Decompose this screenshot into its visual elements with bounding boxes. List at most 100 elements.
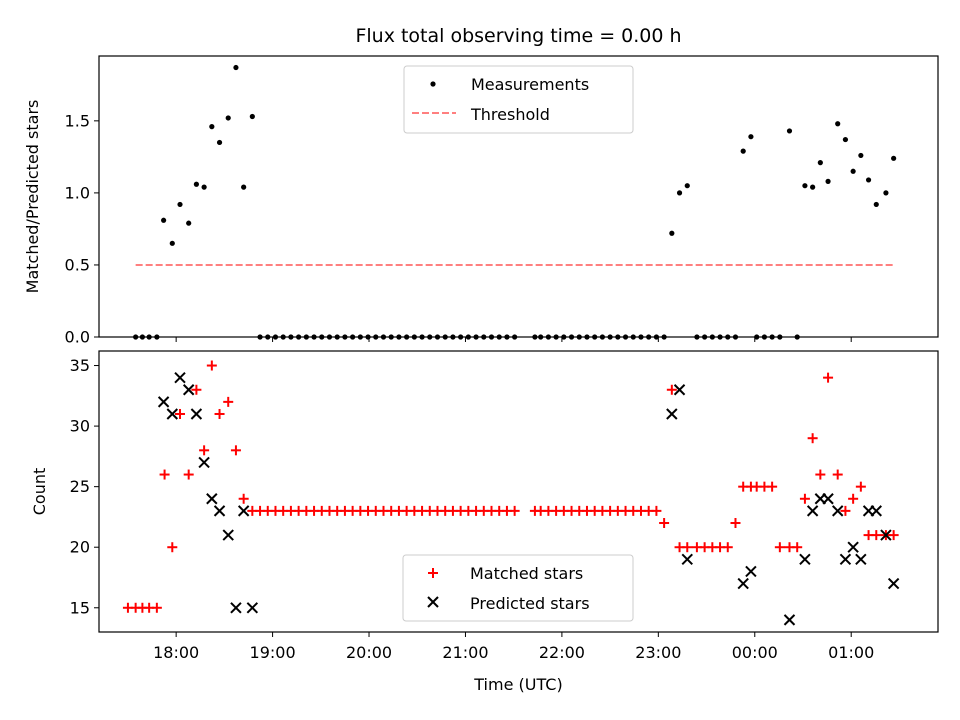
- x-axis-label: Time (UTC): [473, 675, 562, 694]
- matched-star-marker: [730, 517, 741, 528]
- predicted-star-marker: [855, 553, 867, 566]
- top-y-tick-label: 0.5: [65, 255, 90, 274]
- matched-star-marker: [223, 396, 234, 407]
- matched-star-marker: [815, 469, 826, 480]
- measurement-point: [669, 230, 675, 236]
- top-legend-box: [403, 65, 634, 134]
- measurement-point: [216, 139, 223, 146]
- matched-star-marker: [767, 481, 778, 492]
- bottom-plot-area: [122, 360, 900, 626]
- predicted-star-marker: [182, 384, 195, 396]
- measurement-point: [850, 168, 856, 174]
- predicted-star-marker: [880, 529, 892, 541]
- measurement-point: [835, 121, 841, 127]
- bottom-panel: 15 20 25 30 35 18:00 19:00 20:00 21:00 22:00 23:0…: [30, 350, 939, 694]
- legend-measurements-marker: [430, 81, 436, 87]
- predicted-star-marker: [806, 505, 819, 517]
- top-y-tick-label: 0.0: [65, 328, 90, 347]
- measurement-point: [748, 134, 754, 140]
- matched-star-marker: [159, 469, 170, 480]
- predicted-star-marker: [870, 505, 882, 517]
- measurement-point: [740, 148, 746, 154]
- measurement-point: [858, 152, 864, 159]
- bottom-x-ticks: 18:00 19:00 20:00 21:00 22:00 23:00 00:00 01:00: [153, 632, 874, 662]
- predicted-star-marker: [887, 577, 900, 590]
- matched-star-marker: [832, 469, 843, 480]
- bottom-y-ticks: 15 20 25 30 35: [70, 356, 99, 617]
- x-tick-label: 21:00: [442, 643, 488, 662]
- predicted-star-marker: [737, 577, 749, 590]
- legend-predicted-label: Predicted stars: [470, 594, 590, 613]
- top-panel: 0.0 0.5 1.0 1.5 Matched/Predicted stars Mea…: [23, 55, 939, 347]
- x-tick-label: 22:00: [539, 643, 585, 662]
- legend-threshold-label: Threshold: [470, 105, 550, 124]
- top-x-ticks: [175, 337, 852, 342]
- legend-matched-label: Matched stars: [470, 564, 583, 583]
- bottom-y-tick-label: 20: [70, 538, 90, 557]
- matched-star-marker: [848, 493, 859, 504]
- predicted-star-marker: [822, 493, 834, 505]
- predicted-star-marker: [190, 408, 203, 420]
- matched-star-marker: [191, 384, 202, 395]
- matched-star-marker: [183, 469, 194, 480]
- matched-star-marker: [509, 505, 520, 516]
- matched-star-marker: [682, 542, 693, 553]
- matched-star-marker: [807, 433, 818, 444]
- top-plot-area: [133, 64, 897, 340]
- matched-star-marker: [659, 517, 670, 528]
- bottom-y-tick-label: 15: [70, 598, 90, 617]
- matched-star-marker: [722, 542, 733, 553]
- measurement-point: [825, 178, 831, 184]
- measurement-point: [225, 115, 231, 121]
- measurement-point: [883, 190, 889, 196]
- matched-star-marker: [774, 542, 785, 553]
- x-tick-label: 23:00: [635, 643, 681, 662]
- top-y-axis-label: Matched/Predicted stars: [23, 100, 42, 294]
- matched-star-marker: [855, 481, 866, 492]
- predicted-star-marker: [847, 541, 859, 553]
- measurement-point: [177, 201, 183, 208]
- predicted-star-marker: [839, 553, 852, 566]
- matched-star-marker: [175, 408, 186, 419]
- measurement-point: [842, 136, 849, 143]
- measurement-point: [676, 190, 683, 196]
- matched-star-marker: [151, 602, 162, 613]
- x-tick-label: 00:00: [732, 643, 778, 662]
- matched-star-marker: [871, 530, 882, 541]
- predicted-star-marker: [246, 602, 259, 614]
- measurement-point: [201, 184, 207, 190]
- matched-star-marker: [792, 542, 803, 553]
- predicted-star-marker: [783, 614, 796, 626]
- measurement-point: [873, 201, 879, 208]
- measurement-point: [684, 183, 690, 189]
- matched-star-marker: [651, 505, 662, 516]
- matched-star-marker: [238, 493, 249, 504]
- matched-star-marker: [230, 445, 241, 456]
- predicted-star-marker: [157, 396, 170, 408]
- top-legend: Measurements Threshold: [403, 65, 634, 134]
- predicted-star-marker: [230, 602, 242, 614]
- legend-measurements-label: Measurements: [471, 75, 589, 94]
- matched-star-marker: [214, 408, 225, 419]
- measurement-point: [193, 181, 200, 187]
- measurement-point: [786, 128, 793, 134]
- predicted-star-marker: [198, 456, 210, 469]
- measurement-point: [249, 113, 255, 120]
- figure-title: Flux total observing time = 0.00 h: [355, 25, 681, 47]
- matched-star-marker: [206, 360, 217, 371]
- measurement-point: [241, 184, 247, 190]
- bottom-legend-box: [402, 554, 634, 622]
- measurement-point: [865, 177, 872, 183]
- x-tick-label: 19:00: [250, 643, 296, 662]
- predicted-star-marker: [166, 408, 178, 420]
- matched-star-marker: [167, 542, 178, 553]
- bottom-axes-frame: [98, 350, 939, 633]
- predicted-star-marker: [222, 529, 234, 541]
- x-tick-label: 01:00: [828, 643, 874, 662]
- predicted-star-marker: [237, 505, 250, 517]
- matched-star-marker: [840, 505, 851, 516]
- measurement-point: [810, 184, 816, 190]
- measurement-point: [209, 124, 215, 130]
- predicted-star-marker: [213, 505, 226, 517]
- legend-matched-marker: [428, 568, 438, 578]
